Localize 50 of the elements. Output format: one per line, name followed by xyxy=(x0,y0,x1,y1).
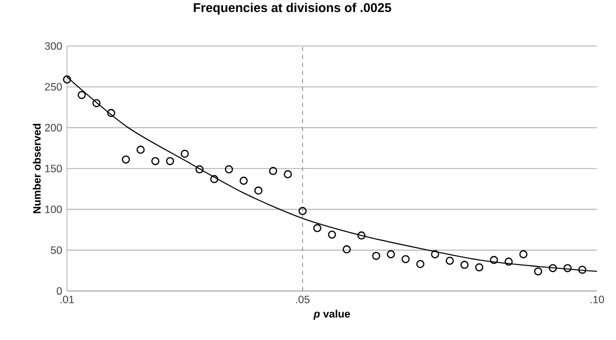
y-tick-label: 50 xyxy=(50,246,62,254)
y-tick-label: 200 xyxy=(45,124,62,132)
point xyxy=(195,165,204,174)
y-tick-label: 300 xyxy=(44,42,62,50)
point xyxy=(475,263,484,272)
point xyxy=(180,150,189,158)
point xyxy=(284,170,292,178)
point xyxy=(78,90,86,100)
point xyxy=(563,264,572,272)
x-tick-label: .01 xyxy=(60,296,74,304)
point xyxy=(269,166,278,176)
point xyxy=(224,165,234,174)
point xyxy=(578,266,586,274)
point xyxy=(446,256,454,265)
point xyxy=(240,176,248,185)
point xyxy=(430,250,440,258)
point xyxy=(534,267,542,276)
point xyxy=(107,108,116,118)
point xyxy=(254,186,262,195)
x-tick-label: .05 xyxy=(296,296,310,304)
point xyxy=(298,206,307,216)
point xyxy=(136,146,145,154)
point xyxy=(166,157,174,166)
line-series xyxy=(66,76,598,272)
y-tick-label: 0 xyxy=(56,287,62,295)
y-tick-label: 150 xyxy=(45,164,62,172)
point xyxy=(210,175,218,184)
chart-title: Frequencies at divisions of .0025 xyxy=(194,2,392,15)
point xyxy=(416,260,424,268)
point xyxy=(313,224,322,232)
point xyxy=(386,250,395,258)
point xyxy=(519,250,528,258)
x-tick-label: .10 xyxy=(590,296,604,304)
y-tick-label: 250 xyxy=(45,83,62,91)
point xyxy=(460,260,469,269)
point xyxy=(372,252,380,260)
point xyxy=(92,99,101,108)
point xyxy=(504,258,513,266)
y-tick-label: 100 xyxy=(45,206,62,214)
y-axis-title: Number observed xyxy=(32,124,41,214)
point xyxy=(122,155,130,164)
point xyxy=(402,255,410,264)
point xyxy=(357,231,366,240)
x-axis-title: p value xyxy=(313,310,350,320)
point xyxy=(548,264,557,272)
point xyxy=(490,256,498,264)
point xyxy=(151,157,160,166)
point xyxy=(62,75,72,84)
point xyxy=(342,245,351,254)
point xyxy=(328,230,336,239)
